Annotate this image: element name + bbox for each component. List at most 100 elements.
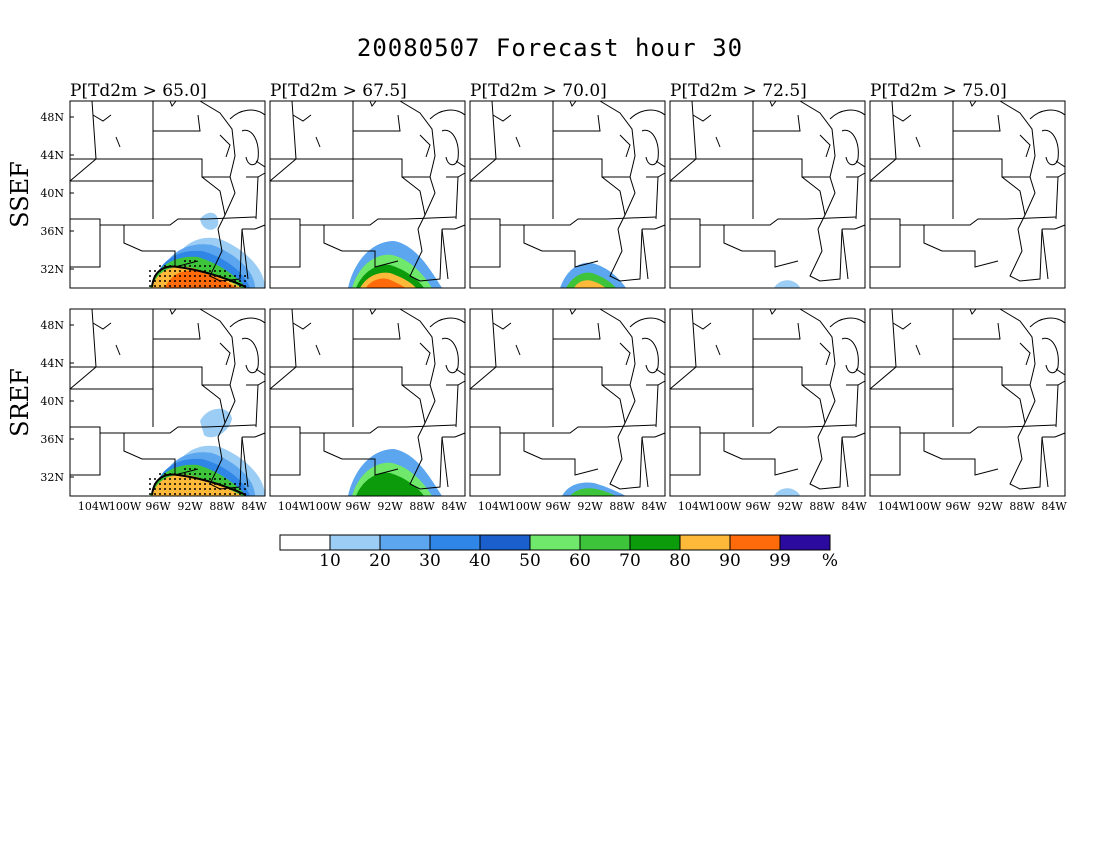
color-legend: 10 20 30 40 50 60 70 80 90 99% <box>279 534 838 571</box>
map-background <box>470 101 665 288</box>
probability-shading <box>348 449 442 496</box>
stipple-dot <box>199 280 201 282</box>
stipple-dot <box>184 270 186 272</box>
state-boundary <box>609 436 643 490</box>
legend-swatch <box>479 534 531 551</box>
latitude-label: 44N <box>40 357 64 370</box>
state-boundary <box>829 109 866 120</box>
stipple-dot <box>239 488 241 490</box>
state-boundary <box>169 100 177 107</box>
longitude-label: 100W <box>509 500 542 513</box>
legend-swatch <box>379 534 431 551</box>
state-boundary <box>199 100 236 178</box>
stipple-dot <box>189 468 191 470</box>
latitude-label: 32N <box>40 471 64 484</box>
stipple-dot <box>174 483 176 485</box>
map-background <box>670 309 865 496</box>
longitude-label: 92W <box>777 500 803 513</box>
stipple-dot <box>174 493 176 495</box>
longitude-label: 88W <box>609 500 635 513</box>
state-boundary <box>1002 384 1036 438</box>
state-boundary <box>870 180 954 219</box>
panel-title: P[Td2m > 67.5] <box>270 81 407 101</box>
longitude-label: 104W <box>278 500 311 513</box>
longitude-label: 96W <box>945 500 971 513</box>
state-boundary <box>969 100 977 107</box>
stipple-dot <box>149 493 151 495</box>
state-boundary <box>892 322 912 330</box>
state-boundary <box>715 344 721 356</box>
longitude-label: 100W <box>309 500 342 513</box>
state-boundary <box>352 101 426 216</box>
state-boundary <box>270 225 301 268</box>
map-frame <box>669 100 866 289</box>
state-boundary <box>1041 228 1049 280</box>
stipple-dot <box>169 478 171 480</box>
state-boundaries <box>869 308 1066 490</box>
stipple-dot <box>154 270 156 272</box>
state-boundary <box>241 129 259 166</box>
map-panel-2-4 <box>669 308 866 497</box>
latitude-label: 48N <box>40 319 64 332</box>
stipple-dot <box>184 488 186 490</box>
state-boundary <box>441 436 449 488</box>
state-boundaries <box>269 308 466 490</box>
probability-shading <box>560 262 626 288</box>
legend-swatch <box>579 534 631 551</box>
stipple-dot <box>194 488 196 490</box>
probability-contour <box>570 488 616 496</box>
stipple-dot <box>164 275 166 277</box>
stipple-dot <box>164 483 166 485</box>
state-boundary <box>352 309 426 424</box>
stipple-dot <box>224 493 226 495</box>
state-boundary <box>629 317 666 328</box>
state-boundaries <box>469 100 666 282</box>
stipple-dot <box>179 493 181 495</box>
stipple-dot <box>159 483 161 485</box>
longitude-label: 92W <box>977 500 1003 513</box>
stipple-dot <box>149 280 151 282</box>
stipple-dot <box>199 275 201 277</box>
stipple-dot <box>159 488 161 490</box>
state-boundary <box>429 109 466 120</box>
state-boundary <box>515 136 521 148</box>
state-boundary <box>642 432 666 438</box>
state-boundary <box>1055 160 1066 168</box>
state-boundary <box>1009 436 1043 490</box>
stipple-dot <box>189 270 191 272</box>
stipple-dot <box>149 275 151 277</box>
state-boundary <box>429 317 466 328</box>
state-boundary <box>752 101 826 216</box>
state-boundary <box>442 432 466 438</box>
state-boundary <box>470 216 657 226</box>
state-boundary <box>470 433 501 476</box>
state-boundary <box>870 388 954 427</box>
panel-title: P[Td2m > 70.0] <box>470 81 607 101</box>
state-boundary <box>915 136 921 148</box>
map-background <box>470 309 665 496</box>
state-boundary <box>969 308 977 315</box>
stipple-dot <box>174 478 176 480</box>
state-boundary <box>292 322 312 330</box>
legend-swatch <box>429 534 481 551</box>
probability-contour <box>152 474 242 496</box>
state-boundary <box>515 344 521 356</box>
stipple-dot <box>209 493 211 495</box>
panel-title: P[Td2m > 65.0] <box>70 81 207 101</box>
probability-shading <box>562 482 626 496</box>
stipple-dot <box>214 493 216 495</box>
longitude-label: 88W <box>209 500 235 513</box>
stipple-dot <box>199 473 201 475</box>
state-boundary <box>241 228 249 280</box>
state-boundary <box>1009 228 1043 282</box>
stipple-dot <box>189 285 191 287</box>
state-boundary <box>915 344 921 356</box>
state-boundary <box>353 114 401 132</box>
longitude-label: 88W <box>809 500 835 513</box>
stipple-dot <box>224 483 226 485</box>
state-boundary <box>752 309 826 424</box>
state-boundary <box>402 384 436 438</box>
state-boundary <box>92 322 112 330</box>
state-boundary <box>923 225 999 268</box>
stipple-dot <box>184 483 186 485</box>
